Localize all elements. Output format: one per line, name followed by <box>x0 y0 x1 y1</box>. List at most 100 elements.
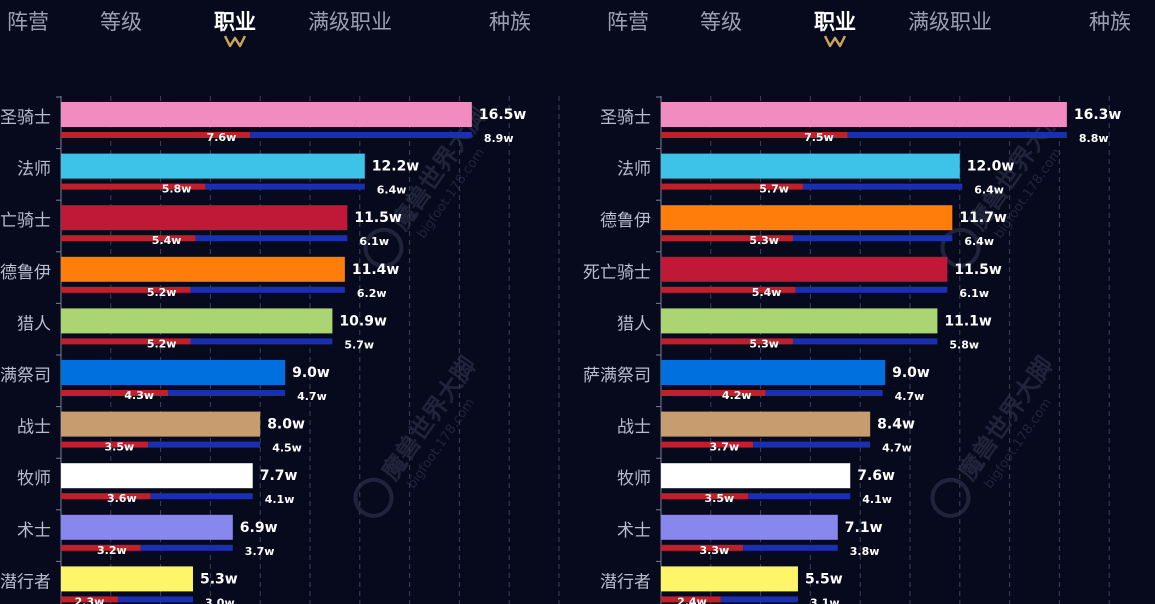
horde-bar <box>661 441 754 448</box>
active-tab-indicator-icon <box>824 35 846 48</box>
horde-bar <box>61 132 251 138</box>
tab-bar: 阵营 等级 职业 满级职业 种族 <box>0 4 558 52</box>
alliance-bar <box>795 286 948 293</box>
horde-bar <box>661 338 793 345</box>
horde-bar <box>661 390 766 396</box>
category-label: 死亡骑士 <box>583 263 651 283</box>
horde-bar <box>61 286 191 293</box>
total-value-label: 9.0w <box>292 365 330 381</box>
alliance-bar <box>168 390 286 396</box>
category-label: 德鲁伊 <box>600 211 651 231</box>
tab-level[interactable]: 等级 <box>700 10 742 34</box>
alliance-value-label: 4.1w <box>862 493 892 506</box>
horde-bar <box>61 235 196 242</box>
category-label: 潜行者 <box>0 572 51 592</box>
horde-bar <box>661 183 803 190</box>
tab-race[interactable]: 种族 <box>1089 10 1131 34</box>
paw-icon <box>930 477 971 518</box>
total-bar <box>61 566 193 592</box>
class-population-chart: 魔兽世界大脚bigfoot.178.com魔兽世界大脚bigfoot.178.c… <box>0 96 560 604</box>
total-bar <box>661 514 838 540</box>
horde-bar <box>661 544 744 551</box>
class-population-chart: 魔兽世界大脚bigfoot.178.com魔兽世界大脚bigfoot.178.c… <box>583 96 1122 604</box>
total-value-label: 11.7w <box>959 210 1007 226</box>
horde-value-label: 3.7w <box>709 441 739 454</box>
total-value-label: 11.5w <box>354 210 402 226</box>
tab-class[interactable]: 职业 <box>814 10 856 34</box>
horde-bar <box>61 493 151 500</box>
alliance-bar <box>720 596 798 603</box>
total-value-label: 7.1w <box>845 520 883 536</box>
total-value-label: 7.6w <box>857 468 895 484</box>
alliance-bar <box>765 390 883 396</box>
horde-bar <box>61 390 169 396</box>
total-bar <box>61 102 472 127</box>
total-value-label: 5.5w <box>805 571 843 587</box>
alliance-value-label: 4.7w <box>895 390 925 403</box>
horde-value-label: 3.3w <box>700 544 730 557</box>
tab-level[interactable]: 等级 <box>100 10 142 34</box>
horde-value-label: 3.5w <box>704 492 734 505</box>
total-value-label: 12.0w <box>967 159 1015 175</box>
alliance-value-label: 6.1w <box>959 287 989 300</box>
total-bar <box>661 308 938 334</box>
alliance-value-label: 6.4w <box>974 184 1004 197</box>
category-label: 战士 <box>17 418 51 438</box>
total-value-label: 16.3w <box>1074 107 1122 123</box>
category-label: 萨满祭司 <box>0 366 51 386</box>
total-bar <box>661 256 948 282</box>
horde-bar <box>661 132 848 138</box>
category-label: 圣骑士 <box>0 108 51 128</box>
tab-class[interactable]: 职业 <box>214 10 256 34</box>
total-value-label: 8.4w <box>877 417 915 433</box>
horde-value-label: 2.3w <box>75 595 105 604</box>
category-label: 法师 <box>17 160 51 180</box>
category-label: 术士 <box>617 521 651 541</box>
horde-value-label: 4.3w <box>124 389 154 402</box>
alliance-bar <box>792 235 953 242</box>
alliance-value-label: 4.1w <box>265 493 295 506</box>
total-bar <box>661 205 953 231</box>
total-bar <box>661 411 871 437</box>
paw-icon <box>353 477 394 518</box>
tab-faction[interactable]: 阵营 <box>7 10 49 34</box>
alliance-value-label: 4.7w <box>297 390 327 403</box>
horde-bar <box>661 286 796 293</box>
alliance-bar <box>753 441 871 448</box>
alliance-value-label: 8.9w <box>484 132 514 145</box>
total-value-label: 10.9w <box>339 313 387 329</box>
horde-value-label: 3.6w <box>107 492 137 505</box>
horde-value-label: 3.5w <box>104 441 134 454</box>
alliance-bar <box>205 183 365 190</box>
total-bar <box>661 102 1067 127</box>
total-bar <box>61 205 348 231</box>
tab-maxlevel-class[interactable]: 满级职业 <box>908 10 992 34</box>
horde-value-label: 5.4w <box>152 234 182 247</box>
category-label: 战士 <box>617 418 651 438</box>
category-label: 德鲁伊 <box>0 263 51 283</box>
alliance-bar <box>743 544 838 551</box>
category-label: 术士 <box>17 521 51 541</box>
horde-value-label: 7.5w <box>804 131 834 144</box>
horde-value-label: 2.4w <box>677 595 707 604</box>
horde-bar <box>61 544 141 551</box>
alliance-bar <box>748 493 851 500</box>
tab-race[interactable]: 种族 <box>489 10 531 34</box>
total-value-label: 12.2w <box>372 159 420 175</box>
alliance-value-label: 6.4w <box>377 184 407 197</box>
total-value-label: 11.1w <box>944 313 992 329</box>
horde-value-label: 7.6w <box>207 131 237 144</box>
horde-value-label: 4.2w <box>722 389 752 402</box>
tab-faction[interactable]: 阵营 <box>607 10 649 34</box>
tab-maxlevel-class[interactable]: 满级职业 <box>308 10 392 34</box>
total-bar <box>661 463 851 489</box>
total-bar <box>61 514 233 540</box>
category-label: 潜行者 <box>600 572 651 592</box>
alliance-value-label: 6.1w <box>359 235 389 248</box>
total-bar <box>661 360 886 385</box>
alliance-bar <box>802 183 963 190</box>
category-label: 死亡骑士 <box>0 211 51 231</box>
category-label: 牧师 <box>617 469 651 489</box>
alliance-bar <box>792 338 938 345</box>
